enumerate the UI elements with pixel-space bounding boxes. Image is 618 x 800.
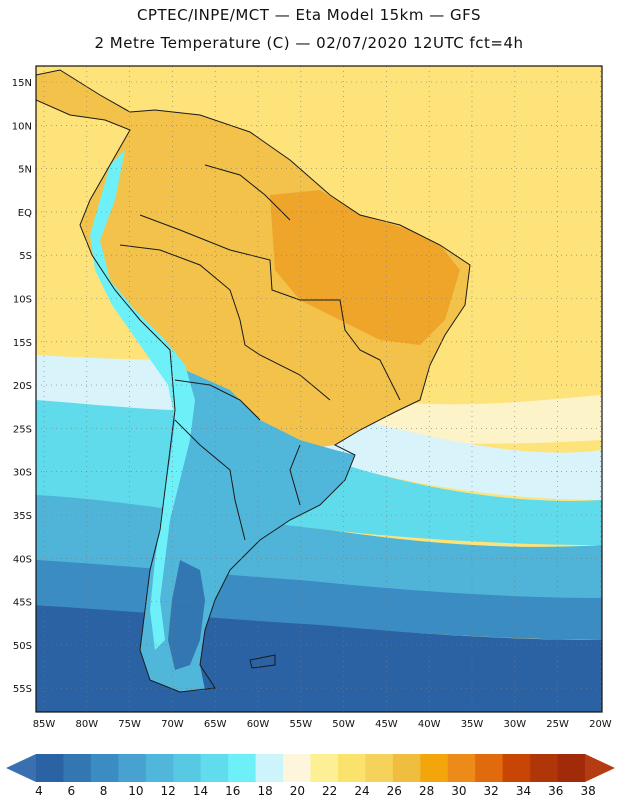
map-frame bbox=[35, 65, 603, 713]
longitude-label: 50W bbox=[332, 719, 355, 730]
longitude-label: 80W bbox=[75, 719, 98, 730]
latitude-label: 10S bbox=[13, 295, 32, 306]
colorbar-label: 18 bbox=[257, 784, 272, 798]
longitude-label: 70W bbox=[161, 719, 184, 730]
longitude-label: 45W bbox=[375, 719, 398, 730]
colorbar-box bbox=[63, 754, 92, 782]
latitude-label: 15N bbox=[12, 78, 32, 89]
latitude-label: 35S bbox=[13, 511, 32, 522]
colorbar-box bbox=[365, 754, 394, 782]
continent-north bbox=[36, 70, 470, 450]
colorbar-boxes bbox=[36, 754, 586, 782]
map-subtitle: 2 Metre Temperature (C) — 02/07/2020 12U… bbox=[94, 34, 524, 52]
colorbar-label: 6 bbox=[67, 784, 75, 798]
colorbar-label: 16 bbox=[225, 784, 240, 798]
colorbar-label: 28 bbox=[419, 784, 434, 798]
longitude-label: 25W bbox=[546, 719, 569, 730]
latitude-label: 20S bbox=[13, 381, 32, 392]
colorbar-label: 36 bbox=[548, 784, 563, 798]
colorbar-label: 12 bbox=[161, 784, 176, 798]
colorbar-label: 4 bbox=[35, 784, 43, 798]
country-borders bbox=[36, 69, 471, 693]
colorbar-box bbox=[447, 754, 476, 782]
colorbar-label: 14 bbox=[193, 784, 208, 798]
colorbar-box bbox=[530, 754, 559, 782]
latitude-label: 15S bbox=[13, 338, 32, 349]
colorbar-box bbox=[200, 754, 229, 782]
colorbar-box bbox=[420, 754, 449, 782]
colorbar-label: 26 bbox=[387, 784, 402, 798]
colorbar-box bbox=[557, 754, 586, 782]
longitude-label: 40W bbox=[418, 719, 441, 730]
colorbar-label: 30 bbox=[451, 784, 466, 798]
colorbar-box bbox=[173, 754, 202, 782]
colorbar-box bbox=[255, 754, 284, 782]
temperature-map: 15N 10N 5N EQ 5S 10S 15S 20S 25S 30S 35S 40S 45S 50S 5… bbox=[12, 65, 612, 730]
latitude-label: 30S bbox=[13, 468, 32, 479]
colorbar-label: 24 bbox=[354, 784, 369, 798]
colorbar-box bbox=[90, 754, 119, 782]
longitude-label: 65W bbox=[204, 719, 227, 730]
land-hot-zone bbox=[270, 190, 460, 345]
latitude-label: 40S bbox=[13, 554, 32, 565]
colorbar-high-arrow bbox=[585, 754, 615, 782]
map-title: CPTEC/INPE/MCT — Eta Model 15km — GFS bbox=[136, 6, 482, 24]
colorbar: 4 6 8 10 12 14 16 18 20 22 24 26 28 30 32 34 36 38 bbox=[6, 754, 615, 798]
longitude-label: 75W bbox=[118, 719, 141, 730]
latitude-label: 50S bbox=[13, 641, 32, 652]
colorbar-box bbox=[475, 754, 504, 782]
latitude-label: 45S bbox=[13, 598, 32, 609]
latitude-label: 55S bbox=[13, 684, 32, 695]
colorbar-label: 10 bbox=[128, 784, 143, 798]
colorbar-box bbox=[337, 754, 366, 782]
latitude-label: EQ bbox=[18, 208, 32, 219]
latitude-label: 25S bbox=[13, 424, 32, 435]
colorbar-label: 38 bbox=[580, 784, 595, 798]
colorbar-box bbox=[310, 754, 339, 782]
patagonia-cold-zone bbox=[168, 560, 205, 670]
longitude-label: 60W bbox=[247, 719, 270, 730]
latitude-label: 10N bbox=[12, 121, 32, 132]
latitude-labels: 15N 10N 5N EQ 5S 10S 15S 20S 25S 30S 35S 40S 45S 50S 5… bbox=[12, 78, 32, 695]
longitude-label: 20W bbox=[589, 719, 612, 730]
longitude-label: 55W bbox=[289, 719, 312, 730]
colorbar-box bbox=[392, 754, 421, 782]
latitude-label: 5N bbox=[18, 165, 32, 176]
colorbar-label: 34 bbox=[516, 784, 531, 798]
colorbar-label: 20 bbox=[290, 784, 305, 798]
colorbar-box bbox=[36, 754, 64, 782]
colorbar-low-arrow bbox=[6, 754, 36, 782]
colorbar-box bbox=[502, 754, 531, 782]
colorbar-box bbox=[228, 754, 257, 782]
longitude-label: 30W bbox=[503, 719, 526, 730]
longitude-labels: 85W 80W 75W 70W 65W 60W 55W 50W 45W 40W 35W 30W 25W 2… bbox=[33, 719, 612, 730]
longitude-label: 85W bbox=[33, 719, 56, 730]
colorbar-box bbox=[118, 754, 147, 782]
colorbar-labels: 4 6 8 10 12 14 16 18 20 22 24 26 28 30 32 34 36 38 bbox=[35, 784, 596, 798]
andes-cold-strip bbox=[90, 150, 195, 650]
longitude-label: 35W bbox=[461, 719, 484, 730]
colorbar-label: 8 bbox=[100, 784, 108, 798]
colorbar-box bbox=[283, 754, 311, 782]
latitude-label: 5S bbox=[19, 251, 32, 262]
colorbar-label: 22 bbox=[322, 784, 337, 798]
colorbar-label: 32 bbox=[484, 784, 499, 798]
colorbar-box bbox=[145, 754, 174, 782]
